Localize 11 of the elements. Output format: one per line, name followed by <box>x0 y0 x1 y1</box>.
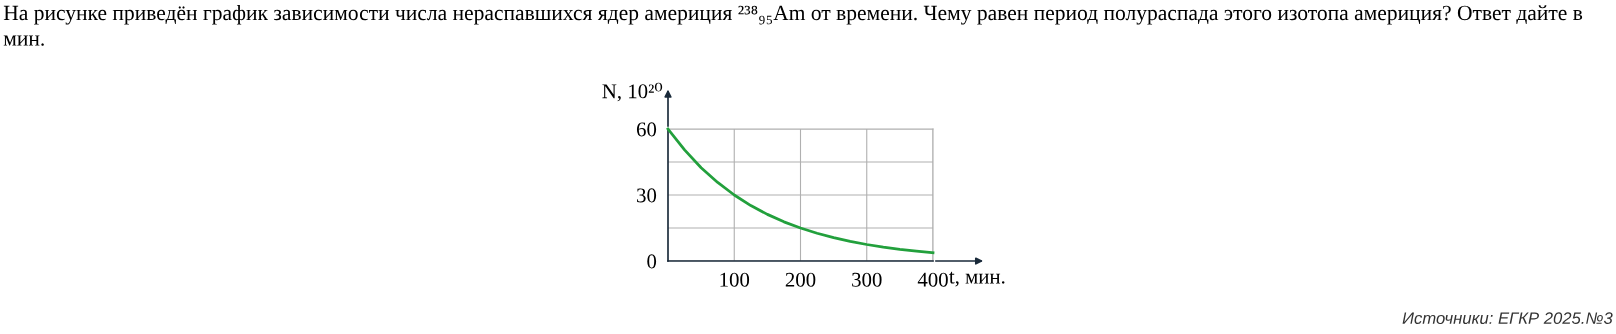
y-tick-label: 60 <box>636 122 657 137</box>
x-tick-label: 100 <box>720 272 750 287</box>
x-tick-label: 200 <box>785 272 816 287</box>
x-tick-label: 300 <box>852 272 882 287</box>
chart-title: На рисунке приведён график зависимости числа нераспавшихся ядер америция ²³⁸₉₅Am от времени. Чему равен период полураспада этого изотопа америция? Ответ дайте в мин. <box>3 5 1583 46</box>
x-axis-title: t, мин. <box>949 271 1005 287</box>
y-tick-label: 30 <box>637 188 657 203</box>
y-axis-title: N, 10²⁰ <box>602 82 663 102</box>
text: Источники: ЕГКР 2025.№3 <box>1402 312 1613 325</box>
x-tick-label: 400 <box>917 272 948 287</box>
y-tick-label: 0 <box>647 254 657 269</box>
